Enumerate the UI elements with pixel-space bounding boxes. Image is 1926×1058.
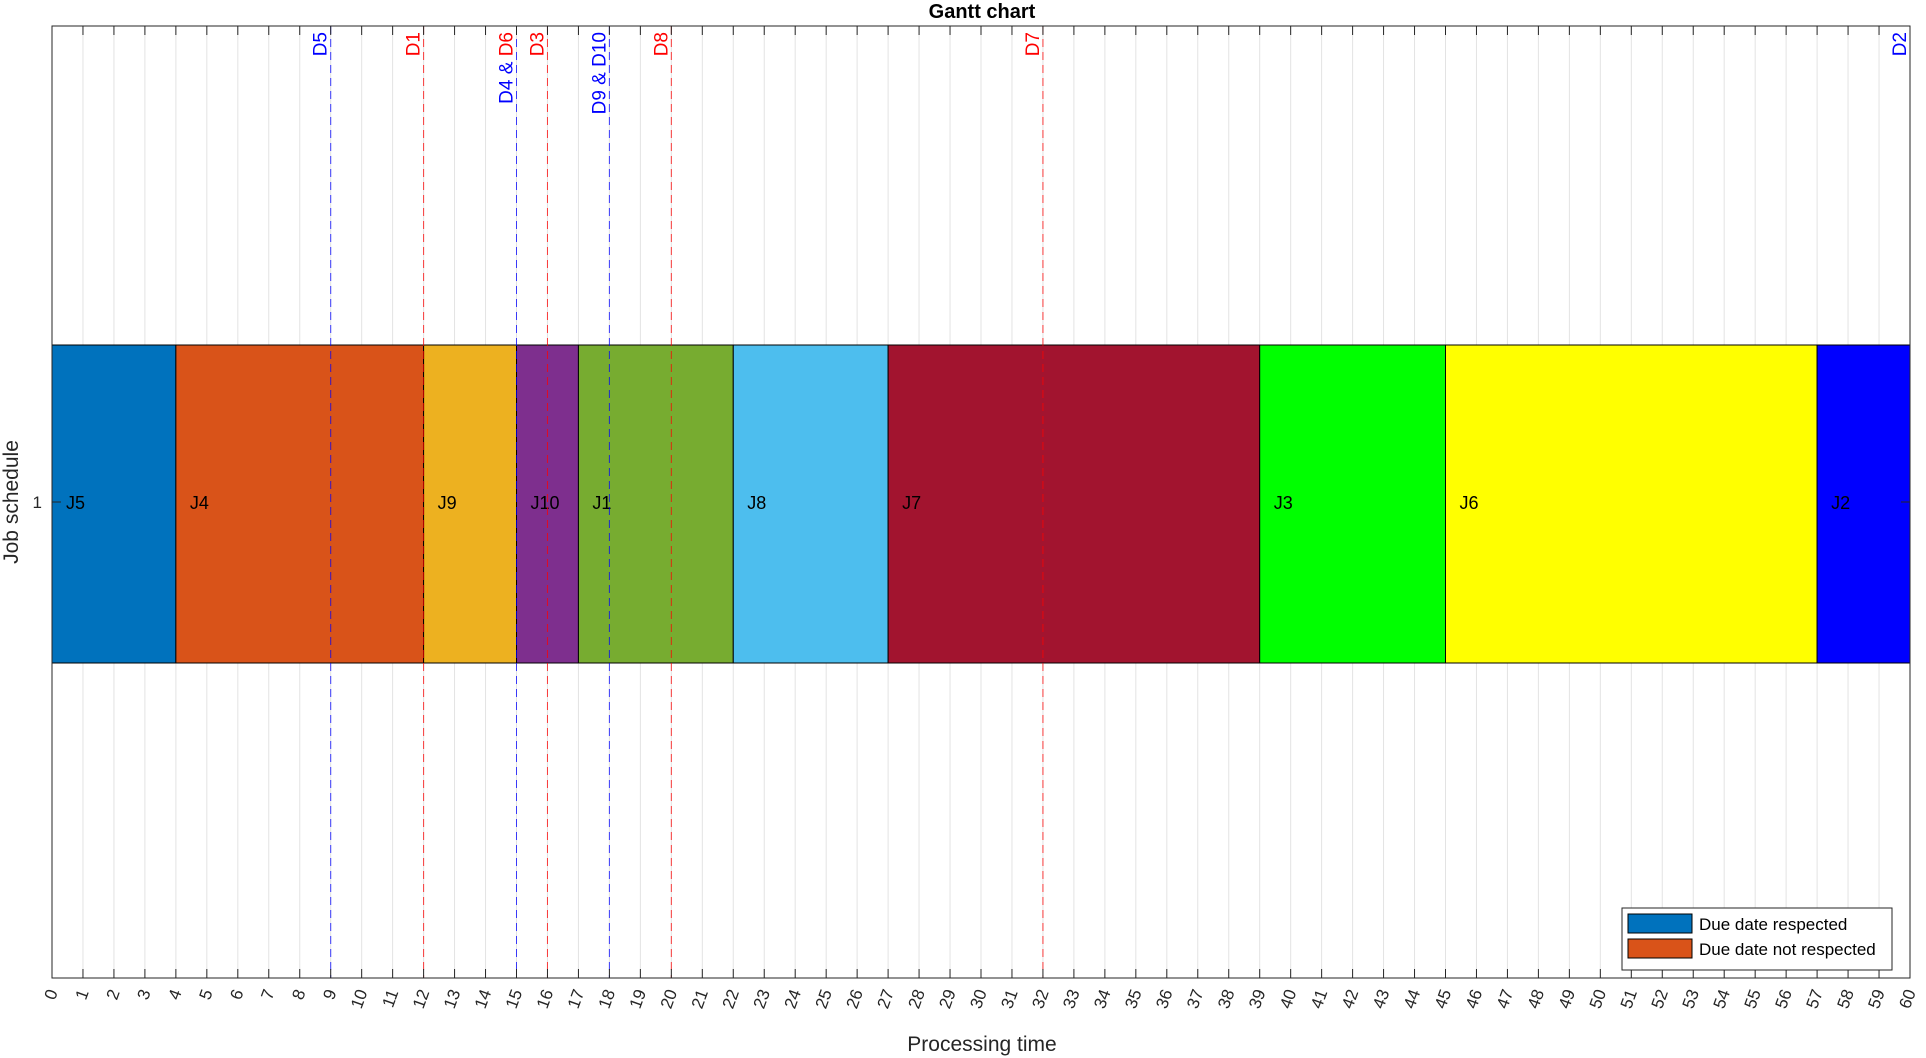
due-date-label: D3 — [527, 32, 548, 56]
y-tick-label: 1 — [33, 493, 42, 512]
due-date-label-text: D4 & — [497, 56, 518, 104]
job-label: J2 — [1831, 493, 1850, 513]
due-date-layer: D5 D1 D4 & D6 D3 D9 & D10 D8 D7 D2 — [311, 26, 1911, 978]
due-date-label-text: D5 — [311, 32, 332, 56]
due-date-label-text: D8 — [651, 32, 672, 56]
due-date-label: D2 — [1890, 32, 1911, 56]
due-date-label-text: D3 — [527, 32, 548, 56]
legend-label: Due date respected — [1699, 915, 1847, 934]
job-label: J10 — [531, 493, 560, 513]
legend-swatch — [1627, 913, 1693, 934]
legend: Due date respected Due date not respected — [1621, 907, 1893, 971]
job-bar — [423, 344, 518, 664]
job-label: J7 — [902, 493, 921, 513]
job-label: J6 — [1460, 493, 1479, 513]
job-label: J4 — [190, 493, 209, 513]
x-axis-label: Processing time — [907, 1033, 1056, 1056]
job-bar — [51, 344, 177, 664]
bars-layer: J5 J4 J9 J10 J1 J8 J7 J3 J6 J2 — [51, 344, 1911, 664]
due-date-label: D8 — [651, 32, 672, 56]
x-tick-label: 11 — [378, 987, 402, 1010]
job-label: J8 — [747, 493, 766, 513]
due-date-label: D5 — [311, 32, 332, 56]
due-date-label-text: D7 — [1023, 32, 1044, 56]
due-date-label: D4 & D6 — [497, 32, 518, 104]
job-label: J1 — [592, 493, 611, 513]
due-date-label: D7 — [1023, 32, 1044, 56]
legend-label: Due date not respected — [1699, 940, 1876, 959]
legend-swatch — [1627, 938, 1693, 959]
job-bar — [1259, 344, 1446, 664]
job-label: J3 — [1274, 493, 1293, 513]
due-date-label-text: D2 — [1890, 32, 1911, 56]
job-bar — [1445, 344, 1818, 664]
due-date-label: D9 & D10 — [589, 32, 610, 114]
due-date-label: D1 — [404, 32, 425, 56]
job-bar — [577, 344, 734, 664]
due-date-label-text: D9 & D10 — [589, 32, 610, 114]
due-date-label-suffix: D6 — [497, 32, 518, 56]
job-bar — [175, 344, 425, 664]
job-bar — [887, 344, 1261, 664]
y-axis-label: Job schedule — [0, 440, 23, 564]
job-label: J9 — [438, 493, 457, 513]
job-label: J5 — [66, 493, 85, 513]
due-date-label-text: D1 — [404, 32, 425, 56]
job-bar — [732, 344, 889, 664]
chart-title: Gantt chart — [929, 1, 1036, 23]
